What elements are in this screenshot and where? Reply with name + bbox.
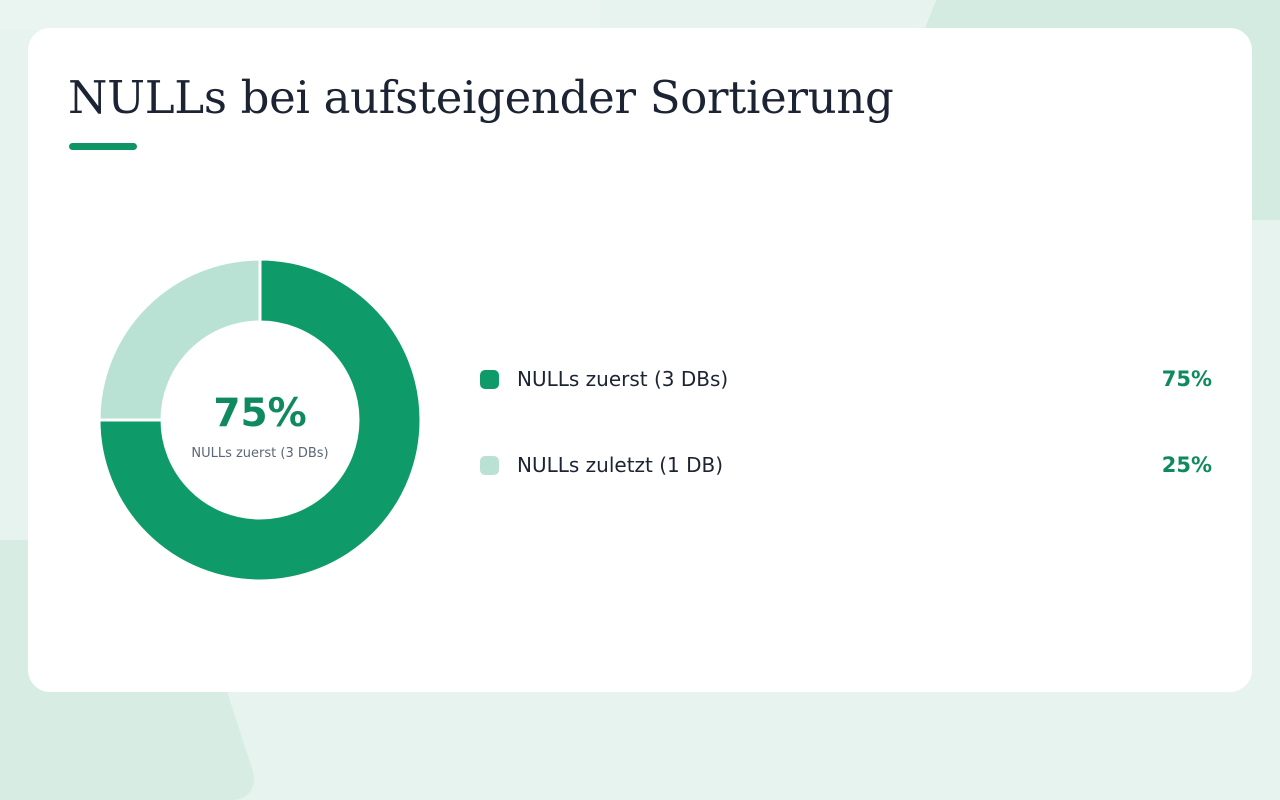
title-underline [69,143,137,150]
legend-label: NULLs zuletzt (1 DB) [517,453,724,477]
legend-item: NULLs zuletzt (1 DB) 25% [480,440,1212,490]
legend-value: 75% [1161,367,1212,391]
donut-center-value: 75% [213,391,306,436]
chart-card: NULLs bei aufsteigender Sortierung 75% N… [28,28,1252,692]
legend-item: NULLs zuerst (3 DBs) 75% [480,354,1212,404]
chart-legend: NULLs zuerst (3 DBs) 75% NULLs zuletzt (… [480,354,1212,526]
background-shape-top [0,0,600,30]
donut-chart: 75% NULLs zuerst (3 DBs) [99,259,421,581]
chart-title: NULLs bei aufsteigender Sortierung [68,71,894,124]
legend-swatch-nulls-first [480,369,499,389]
donut-center-label: NULLs zuerst (3 DBs) [191,446,328,461]
legend-value: 25% [1161,453,1212,477]
donut-slice-nulls-last [99,259,262,422]
legend-swatch-nulls-last [480,455,499,475]
donut-slice-nulls-first [99,259,421,581]
legend-label: NULLs zuerst (3 DBs) [517,367,729,391]
